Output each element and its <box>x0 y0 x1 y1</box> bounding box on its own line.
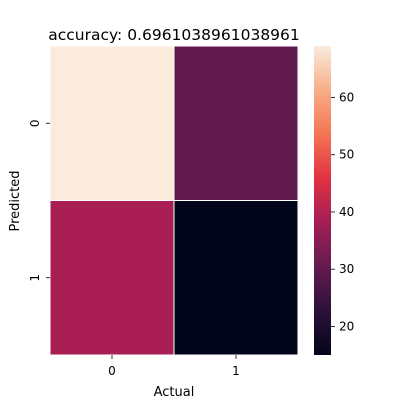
heatmap-cell-1-0 <box>49 200 175 356</box>
y-axis-ticks: 01 <box>28 119 50 282</box>
colorbar-tick-label-0: 20 <box>339 319 354 333</box>
x-tick-label-0: 0 <box>108 364 116 378</box>
y-tick-label-1: 1 <box>28 274 42 282</box>
colorbar-tick-label-3: 50 <box>339 148 354 162</box>
chart-title: accuracy: 0.6961038961038961 <box>48 26 300 44</box>
y-tick-label-0: 0 <box>28 119 42 127</box>
colorbar-tick-label-2: 40 <box>339 205 354 219</box>
x-axis-label: Actual <box>154 385 195 400</box>
heatmap-cell-1-1 <box>173 200 299 356</box>
colorbar-tick-label-4: 60 <box>339 91 354 105</box>
colorbar <box>314 46 331 355</box>
heatmap-cell-0-0 <box>49 45 175 201</box>
heatmap-cell-0-1 <box>173 45 299 201</box>
colorbar-ticks: 20 30 40 50 60 <box>331 91 354 333</box>
y-axis-label: Predicted <box>8 170 23 231</box>
colorbar-tick-label-1: 30 <box>339 262 354 276</box>
x-tick-label-1: 1 <box>232 364 240 378</box>
heatmap-cells <box>49 45 299 356</box>
